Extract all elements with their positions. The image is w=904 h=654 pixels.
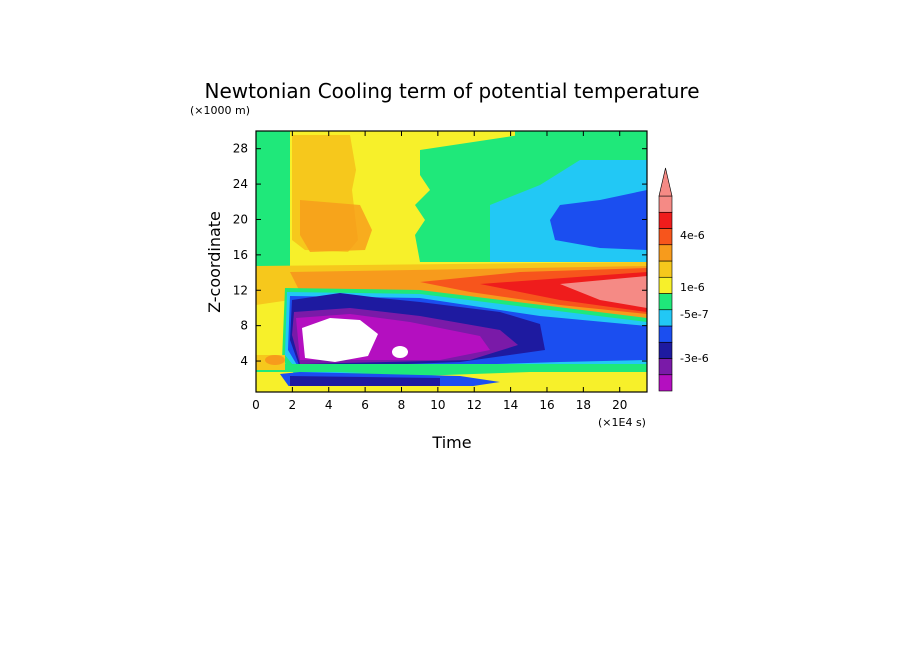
y-scale-note: (×1000 m)	[190, 104, 250, 117]
colorbar-swatch	[658, 309, 673, 327]
plot-frame	[255, 130, 648, 393]
x-axis-label: Time	[431, 433, 471, 452]
x-tick-label: 2	[289, 398, 297, 412]
colorbar-label: -3e-6	[680, 352, 709, 365]
region-surface-green	[256, 364, 647, 372]
x-axis: 0 2 4 6 8 10 12 14 16 18 20	[252, 131, 627, 412]
colorbar: 4e-6 1e-6 -5e-7 -3e-6	[658, 167, 709, 392]
region-upper-left	[256, 131, 290, 266]
region-surface-orange-spot	[265, 355, 285, 365]
x-tick-label: 14	[503, 398, 518, 412]
y-tick-label: 4	[240, 354, 248, 368]
colorbar-swatch	[658, 244, 673, 262]
colorbar-label: 4e-6	[680, 229, 705, 242]
y-axis: 4 8 12 16 20 24 28	[233, 142, 647, 368]
colorbar-swatch	[658, 374, 673, 392]
region-min	[302, 318, 378, 362]
x-tick-label: 20	[612, 398, 627, 412]
colorbar-extend-triangle	[658, 167, 673, 197]
colorbar-swatch	[658, 325, 673, 343]
x-tick-label: 18	[576, 398, 591, 412]
region-min-2	[392, 346, 408, 358]
region-top-green	[515, 131, 647, 143]
colorbar-swatch	[658, 260, 673, 278]
x-tick-label: 4	[325, 398, 333, 412]
y-tick-label: 28	[233, 142, 248, 156]
colorbar-label: 1e-6	[680, 281, 705, 294]
colorbar-label: -5e-7	[680, 308, 709, 321]
region-bottom-yellow	[256, 386, 647, 392]
colorbar-swatch	[658, 276, 673, 294]
x-tick-label: 16	[539, 398, 554, 412]
chart-title: Newtonian Cooling term of potential temp…	[204, 79, 699, 103]
y-tick-label: 24	[233, 177, 248, 191]
y-axis-label: Z-coordinate	[205, 211, 224, 313]
x-tick-label: 0	[252, 398, 260, 412]
colorbar-swatch	[658, 341, 673, 359]
region-surface-navy	[290, 376, 440, 386]
contour-fill	[256, 131, 647, 392]
region-upper-orange-2	[300, 200, 372, 252]
x-tick-label: 10	[430, 398, 445, 412]
y-tick-label: 16	[233, 248, 248, 262]
y-tick-label: 8	[240, 319, 248, 333]
x-scale-note: (×1E4 s)	[598, 416, 646, 429]
colorbar-swatch	[658, 358, 673, 376]
colorbar-swatch	[658, 293, 673, 311]
colorbar-swatch	[658, 195, 673, 213]
x-tick-label: 12	[467, 398, 482, 412]
region-blue-upper	[550, 190, 647, 250]
colorbar-swatch	[658, 228, 673, 246]
y-tick-label: 12	[233, 283, 248, 297]
y-tick-label: 20	[233, 212, 248, 226]
region-band-salmon	[560, 276, 647, 308]
colorbar-swatch	[658, 211, 673, 229]
x-tick-label: 8	[398, 398, 406, 412]
x-tick-label: 6	[361, 398, 369, 412]
